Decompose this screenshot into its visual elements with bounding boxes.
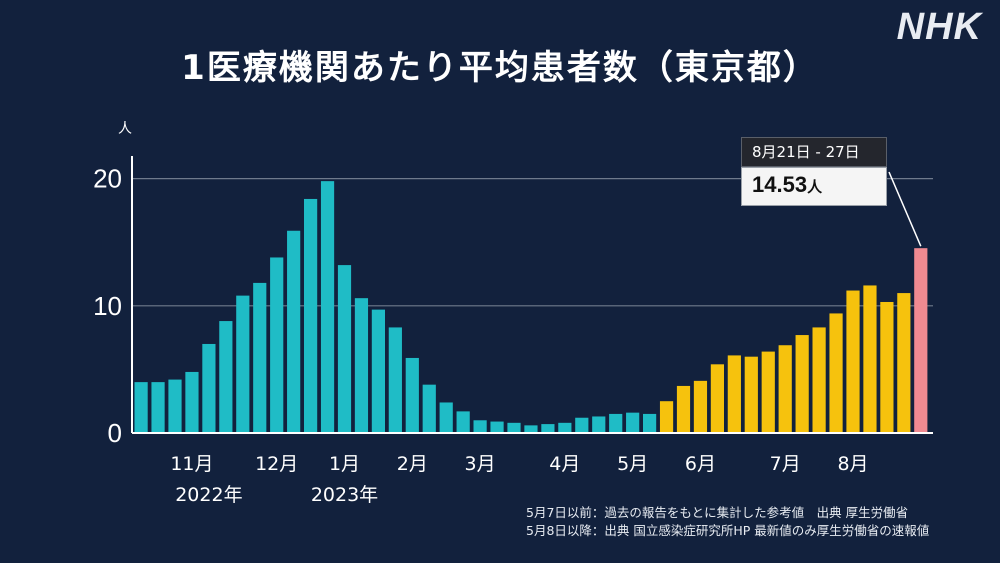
bar bbox=[710, 364, 724, 433]
x-tick-label: 5月 bbox=[617, 453, 648, 475]
callout-date: 8月21日 - 27日 bbox=[741, 137, 887, 167]
bar bbox=[371, 309, 385, 433]
bar bbox=[812, 327, 826, 433]
source-note-2: 5月8日以降：出典 国立感染症研究所HP 最新値のみ厚生労働省の速報値 bbox=[526, 523, 930, 538]
bar bbox=[744, 356, 758, 433]
year-label: 2022年 bbox=[175, 484, 242, 506]
bar bbox=[778, 345, 792, 433]
y-tick-label: 10 bbox=[93, 291, 122, 321]
bar bbox=[626, 412, 640, 433]
bar bbox=[558, 422, 572, 433]
x-tick-label: 2月 bbox=[397, 453, 428, 475]
bar bbox=[693, 380, 708, 433]
bar bbox=[168, 379, 182, 433]
x-tick-label: 12月 bbox=[255, 453, 298, 475]
bar bbox=[337, 265, 352, 433]
callout-value: 14.53 bbox=[752, 172, 808, 197]
bar bbox=[151, 382, 165, 433]
bar bbox=[287, 230, 301, 433]
bar bbox=[609, 413, 623, 433]
bar bbox=[405, 357, 419, 433]
bar bbox=[236, 295, 250, 433]
callout-leader-line bbox=[888, 171, 922, 247]
bar bbox=[422, 384, 436, 433]
bar bbox=[914, 248, 928, 433]
bar bbox=[439, 402, 453, 433]
bar bbox=[592, 416, 606, 433]
source-note-1: 5月7日以前：過去の報告をもとに集計した参考値 出典 厚生労働省 bbox=[526, 505, 909, 520]
callout-value-box: 14.53人 bbox=[741, 167, 887, 206]
bar bbox=[473, 420, 487, 433]
x-tick-label: 6月 bbox=[685, 453, 716, 475]
y-tick-label: 0 bbox=[108, 418, 122, 448]
callout-unit: 人 bbox=[807, 178, 823, 196]
bar bbox=[863, 285, 877, 433]
bar bbox=[761, 351, 775, 433]
x-tick-label: 8月 bbox=[837, 453, 868, 475]
bar bbox=[795, 335, 809, 433]
year-label: 2023年 bbox=[311, 484, 378, 506]
bar bbox=[320, 181, 335, 433]
x-tick-label: 1月 bbox=[329, 453, 360, 475]
x-tick-label: 3月 bbox=[465, 453, 496, 475]
bar bbox=[897, 293, 911, 433]
bar bbox=[185, 371, 199, 433]
bar bbox=[676, 385, 691, 433]
x-tick-label: 7月 bbox=[770, 453, 801, 475]
bar bbox=[304, 198, 318, 433]
chart-title: 1医療機関あたり平均患者数（東京都） bbox=[181, 48, 819, 88]
x-tick-label: 4月 bbox=[549, 453, 580, 475]
bar bbox=[270, 257, 284, 433]
bar bbox=[456, 411, 470, 433]
bar bbox=[507, 422, 521, 433]
bar bbox=[354, 298, 369, 433]
bar bbox=[524, 425, 538, 433]
bar bbox=[727, 355, 741, 433]
bar bbox=[253, 282, 267, 433]
bar bbox=[829, 313, 843, 433]
nhk-logo: NHK bbox=[896, 6, 982, 48]
bar bbox=[575, 417, 589, 433]
bar bbox=[134, 382, 148, 433]
bar bbox=[880, 301, 894, 433]
y-axis-unit: 人 bbox=[118, 121, 132, 137]
bar bbox=[219, 321, 233, 433]
latest-value-callout: 8月21日 - 27日 14.53人 bbox=[741, 137, 887, 206]
bar bbox=[846, 290, 860, 433]
bar bbox=[659, 401, 674, 433]
bar bbox=[541, 424, 555, 433]
bar bbox=[388, 327, 402, 433]
y-tick-label: 20 bbox=[93, 164, 122, 194]
x-tick-label: 11月 bbox=[170, 453, 213, 475]
bar bbox=[202, 343, 216, 433]
bar bbox=[643, 413, 657, 433]
bar bbox=[490, 421, 504, 433]
